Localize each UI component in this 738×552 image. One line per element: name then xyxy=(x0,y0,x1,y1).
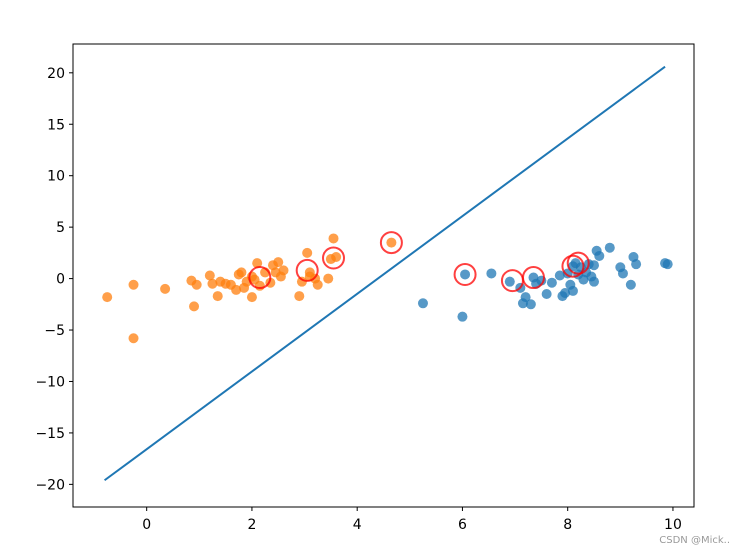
support-vector-circle xyxy=(322,246,346,270)
plot-marks xyxy=(102,65,673,482)
support-vector-circle xyxy=(561,254,585,278)
support-vector-circle xyxy=(566,251,590,275)
support-vector-circle xyxy=(295,258,319,282)
y-tick-label: 5 xyxy=(56,220,65,236)
data-point-class-a xyxy=(625,279,636,290)
y-tick-label: 10 xyxy=(47,169,65,185)
data-point-class-a xyxy=(594,250,605,261)
data-point-class-b xyxy=(128,333,139,344)
data-point-class-a xyxy=(560,287,571,298)
data-point-class-a xyxy=(546,277,557,288)
data-point-class-a xyxy=(567,285,578,296)
data-point-class-b xyxy=(296,276,307,287)
data-point-class-a xyxy=(586,271,597,282)
data-point-class-b xyxy=(231,284,242,295)
data-point-class-b xyxy=(302,247,313,258)
data-point-class-b xyxy=(328,233,339,244)
data-point-class-a xyxy=(631,259,642,270)
y-tick-label: 20 xyxy=(47,66,65,82)
data-point-class-a xyxy=(589,260,600,271)
x-tick-label: 2 xyxy=(247,517,256,533)
data-point-class-b xyxy=(191,279,202,290)
data-point-class-b xyxy=(160,283,171,294)
data-point-class-b xyxy=(189,301,200,312)
data-point-class-b xyxy=(236,267,247,278)
y-tick-label: −5 xyxy=(44,323,65,339)
data-point-class-b xyxy=(275,271,286,282)
data-point-class-a xyxy=(457,311,468,322)
support-vector-circle xyxy=(379,231,403,255)
y-tick-label: −15 xyxy=(35,426,65,442)
data-point-class-b xyxy=(331,251,342,262)
y-tick-label: 0 xyxy=(56,272,65,288)
data-point-class-b xyxy=(102,292,113,303)
y-tick-label: −10 xyxy=(35,374,65,390)
data-point-class-a xyxy=(525,299,536,310)
x-axis-ticks: 0 2 4 6 8 10 xyxy=(142,507,682,533)
data-point-class-b xyxy=(128,279,139,290)
data-point-class-a xyxy=(662,259,673,270)
x-tick-label: 0 xyxy=(142,517,151,533)
support-vector-circle xyxy=(248,266,272,290)
support-vector-circle xyxy=(453,262,477,286)
data-point-class-b xyxy=(273,257,284,268)
data-point-class-a xyxy=(504,276,515,287)
x-tick-label: 6 xyxy=(458,517,467,533)
data-point-class-a xyxy=(486,268,497,279)
data-point-class-a xyxy=(520,292,531,303)
data-point-class-b xyxy=(312,279,323,290)
y-tick-label: 15 xyxy=(47,117,65,133)
y-tick-label: −20 xyxy=(35,477,65,493)
support-vector-circle xyxy=(521,266,545,290)
data-point-class-a xyxy=(460,269,471,280)
data-point-class-b xyxy=(386,237,397,248)
data-point-class-a xyxy=(417,298,428,309)
x-tick-label: 4 xyxy=(353,517,362,533)
data-point-class-b xyxy=(254,280,265,291)
data-point-class-b xyxy=(252,258,263,269)
data-point-class-b xyxy=(246,292,257,303)
data-point-class-a xyxy=(604,242,615,253)
axes-frame xyxy=(72,43,695,508)
decision-boundary-line xyxy=(103,65,666,482)
data-point-class-b xyxy=(204,270,215,281)
data-point-class-a xyxy=(554,270,565,281)
data-point-class-b xyxy=(323,273,334,284)
data-point-class-b xyxy=(212,291,223,302)
x-tick-label: 8 xyxy=(563,517,572,533)
data-point-class-b xyxy=(294,291,305,302)
data-point-class-a xyxy=(617,268,628,279)
watermark: CSDN @Mick.. xyxy=(659,535,730,546)
y-axis-ticks: −20 −15 −10 −5 0 5 10 15 20 xyxy=(35,66,73,493)
data-point-class-b xyxy=(207,278,218,289)
x-tick-label: 10 xyxy=(664,517,682,533)
data-point-class-a xyxy=(541,289,552,300)
